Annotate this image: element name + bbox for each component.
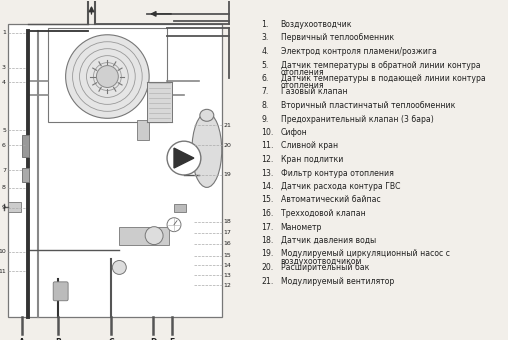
Text: 6: 6 (2, 143, 6, 148)
Text: 20: 20 (224, 143, 232, 148)
Text: Сифон: Сифон (281, 128, 307, 137)
Bar (22, 168, 29, 182)
Text: 16.: 16. (262, 209, 274, 218)
Text: Первичный теплообменник: Первичный теплообменник (281, 34, 394, 42)
Circle shape (167, 218, 181, 232)
Text: Датчик давления воды: Датчик давления воды (281, 236, 376, 245)
Text: 12: 12 (224, 283, 232, 288)
Text: отопления: отопления (281, 82, 324, 90)
Text: 10.: 10. (262, 128, 274, 137)
Text: 20.: 20. (262, 263, 274, 272)
Text: 11.: 11. (262, 141, 274, 151)
Text: 3: 3 (2, 65, 6, 70)
Bar (22, 135, 29, 157)
Text: Модулируемый вентилятор: Модулируемый вентилятор (281, 276, 394, 286)
Text: Кран подлитки: Кран подлитки (281, 155, 343, 164)
Text: Газовый клапан: Газовый клапан (281, 87, 347, 97)
Text: Манометр: Манометр (281, 222, 322, 232)
Text: 6.: 6. (262, 74, 269, 83)
Circle shape (66, 35, 149, 118)
Circle shape (97, 66, 118, 87)
FancyBboxPatch shape (53, 282, 68, 301)
Text: 4: 4 (2, 80, 6, 85)
Text: 15.: 15. (262, 195, 274, 204)
Text: отопления: отопления (281, 68, 324, 77)
Text: 3.: 3. (262, 34, 269, 42)
Text: 21.: 21. (262, 276, 274, 286)
Text: 18.: 18. (262, 236, 274, 245)
Text: 15: 15 (224, 253, 232, 258)
Text: 21: 21 (224, 123, 232, 128)
Text: Автоматический байпас: Автоматический байпас (281, 195, 380, 204)
Text: 1.: 1. (262, 20, 269, 29)
Text: 8: 8 (2, 185, 6, 190)
Text: Датчик температуры в обратной линии контура: Датчик температуры в обратной линии конт… (281, 61, 480, 69)
Text: 19.: 19. (262, 250, 274, 258)
Text: 13: 13 (224, 273, 232, 278)
Circle shape (145, 227, 163, 244)
Text: 13.: 13. (262, 169, 274, 177)
Text: 7.: 7. (262, 87, 269, 97)
Text: 9: 9 (2, 205, 6, 210)
Text: A: A (19, 338, 25, 340)
Text: воздухоотводчиком: воздухоотводчиком (281, 257, 362, 266)
Text: Предохранительный клапан (3 бара): Предохранительный клапан (3 бара) (281, 115, 433, 123)
Text: 14.: 14. (262, 182, 274, 191)
Text: 7: 7 (2, 168, 6, 172)
Text: B: B (55, 338, 60, 340)
Text: 10: 10 (0, 249, 6, 254)
Text: 11: 11 (0, 269, 6, 274)
Text: 8.: 8. (262, 101, 269, 110)
Text: Вторичный пластинчатый теплообменник: Вторичный пластинчатый теплообменник (281, 101, 455, 110)
Text: Датчик расхода контура ГВС: Датчик расхода контура ГВС (281, 182, 400, 191)
Bar (147, 83, 172, 122)
Circle shape (167, 141, 201, 175)
Text: 19: 19 (224, 172, 232, 177)
Text: 14: 14 (224, 263, 232, 268)
Ellipse shape (192, 113, 221, 187)
Bar (137, 120, 149, 140)
Bar (119, 227, 169, 244)
Ellipse shape (200, 109, 214, 121)
Text: 4.: 4. (262, 47, 269, 56)
Text: 17.: 17. (262, 222, 274, 232)
Text: 18: 18 (224, 219, 232, 224)
Text: Трехходовой клапан: Трехходовой клапан (281, 209, 365, 218)
Text: 5: 5 (2, 128, 6, 133)
Text: 1: 1 (2, 30, 6, 35)
Text: C: C (109, 338, 114, 340)
Text: 12.: 12. (262, 155, 274, 164)
Text: 17: 17 (224, 230, 232, 235)
Text: Электрод контроля пламени/розжига: Электрод контроля пламени/розжига (281, 47, 436, 56)
Text: 9.: 9. (262, 115, 269, 123)
Polygon shape (174, 148, 194, 168)
Text: 16: 16 (224, 241, 232, 246)
Text: Воздухоотводчик: Воздухоотводчик (281, 20, 352, 29)
Text: E: E (169, 338, 175, 340)
Text: Сливной кран: Сливной кран (281, 141, 338, 151)
Text: Модулируемый циркуляционный насос с: Модулируемый циркуляционный насос с (281, 250, 450, 258)
Text: 5.: 5. (262, 61, 269, 69)
Bar (8, 202, 21, 212)
Circle shape (112, 260, 126, 274)
Text: D: D (150, 338, 156, 340)
Text: Расширительный бак: Расширительный бак (281, 263, 369, 272)
Text: Фильтр контура отопления: Фильтр контура отопления (281, 169, 394, 177)
Bar (8, 24, 221, 317)
Bar (48, 28, 167, 122)
Bar (174, 204, 186, 212)
Text: Датчик температуры в подающей линии контура: Датчик температуры в подающей линии конт… (281, 74, 486, 83)
